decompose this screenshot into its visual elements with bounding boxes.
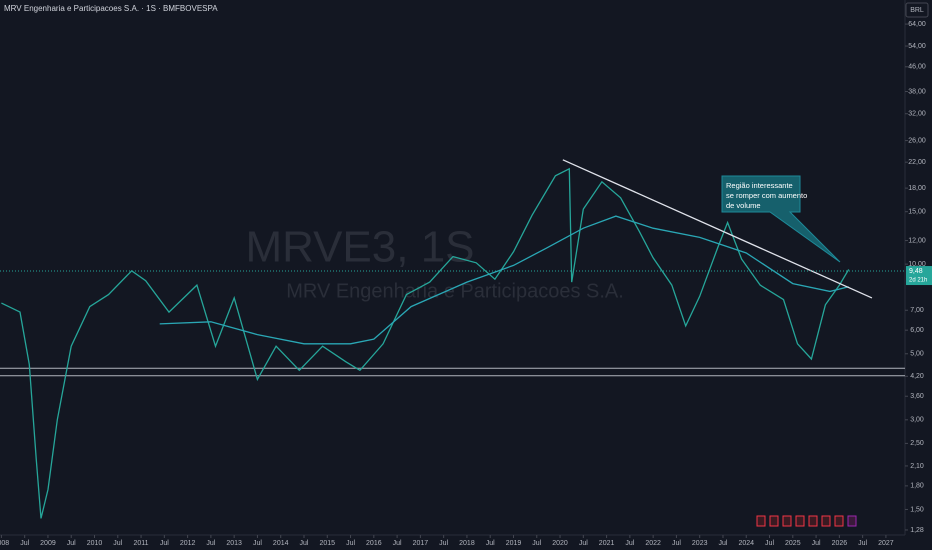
y-tick-label: 15,00	[908, 209, 926, 216]
y-tick-label: 5,00	[910, 351, 924, 358]
watermark-name: MRV Engenharia e Participacoes S.A.	[286, 280, 624, 302]
x-tick-label: 2016	[366, 540, 382, 547]
earnings-markers	[756, 515, 857, 527]
y-tick-label: 3,00	[910, 417, 924, 424]
x-tick-label: Jul	[393, 540, 402, 547]
x-tick-label: 2008	[0, 540, 9, 547]
x-tick-label: Jul	[486, 540, 495, 547]
y-tick-label: 26,00	[908, 137, 926, 144]
header-title: MRV Engenharia e Participacoes S.A. · 1S…	[4, 4, 218, 13]
y-tick-label: 54,00	[908, 43, 926, 50]
y-tick-label: 46,00	[908, 64, 926, 71]
x-tick-label: Jul	[579, 540, 588, 547]
y-tick-label: 12,00	[908, 237, 926, 244]
last-price-label: 9,48	[909, 268, 923, 275]
x-tick-label: 2012	[180, 540, 196, 547]
y-tick-label: 18,00	[908, 185, 926, 192]
y-tick-label: 4,20	[910, 373, 924, 380]
x-tick-label: Jul	[858, 540, 867, 547]
x-tick-label: 2018	[459, 540, 475, 547]
countdown: 2d 21h	[909, 278, 927, 284]
x-tick-label: Jul	[812, 540, 821, 547]
x-tick-label: Jul	[439, 540, 448, 547]
annotation-line: de volume	[726, 201, 761, 210]
x-tick-label: 2026	[832, 540, 848, 547]
x-tick-label: 2022	[645, 540, 661, 547]
x-tick-label: Jul	[300, 540, 309, 547]
annotation-line: Região interessante	[726, 181, 793, 190]
x-tick-label: Jul	[160, 540, 169, 547]
y-tick-label: 10,00	[908, 261, 926, 268]
x-tick-label: 2009	[40, 540, 56, 547]
price-line	[1, 167, 850, 519]
currency[interactable]: BRL	[910, 7, 924, 14]
y-tick-label: 32,00	[908, 111, 926, 118]
x-tick-label: 2025	[785, 540, 801, 547]
x-tick-label: 2015	[319, 540, 335, 547]
x-tick-label: 2010	[87, 540, 103, 547]
y-tick-label: 3,60	[910, 393, 924, 400]
annotation: Região interessante se romper com aument…	[721, 175, 841, 263]
x-tick-label: 2020	[552, 540, 568, 547]
price-line	[159, 215, 849, 345]
x-tick-label: 2014	[273, 540, 289, 547]
x-tick-label: 2013	[226, 540, 242, 547]
x-tick-label: 2023	[692, 540, 708, 547]
x-tick-label: 2027	[878, 540, 894, 547]
last-price-box	[906, 266, 932, 286]
x-tick-label: 2019	[506, 540, 522, 547]
x-tick-label: 2011	[134, 540, 149, 547]
currency-box[interactable]	[905, 2, 929, 18]
x-tick-label: Jul	[346, 540, 355, 547]
y-tick-label: 1,50	[910, 506, 924, 513]
x-tick-label: Jul	[113, 540, 122, 547]
y-tick-label: 6,00	[910, 327, 924, 334]
x-tick-label: Jul	[625, 540, 634, 547]
y-tick-label: 22,00	[908, 159, 926, 166]
x-tick-label: Jul	[67, 540, 76, 547]
x-tick-label: 2024	[738, 540, 754, 547]
x-tick-label: Jul	[672, 540, 681, 547]
annotation-line: se romper com aumento	[726, 191, 807, 200]
y-tick-label: 64,00	[908, 21, 926, 28]
y-tick-label: 2,10	[910, 463, 924, 470]
y-tick-label: 2,50	[910, 440, 924, 447]
x-tick-label: 2017	[413, 540, 429, 547]
x-tick-label: 2021	[599, 540, 615, 547]
x-tick-label: Jul	[206, 540, 215, 547]
x-tick-label: Jul	[532, 540, 541, 547]
x-tick-label: Jul	[718, 540, 727, 547]
y-tick-label: 38,00	[908, 88, 926, 95]
watermark-symbol: MRVE3, 1S	[245, 223, 474, 272]
y-tick-label: 1,28	[910, 527, 924, 534]
plot	[0, 159, 905, 519]
y-tick-label: 1,80	[910, 483, 924, 490]
y-tick-label: 7,00	[910, 307, 924, 314]
x-tick-label: Jul	[765, 540, 774, 547]
x-tick-label: Jul	[253, 540, 262, 547]
trendline	[562, 159, 873, 299]
x-tick-label: Jul	[20, 540, 29, 547]
